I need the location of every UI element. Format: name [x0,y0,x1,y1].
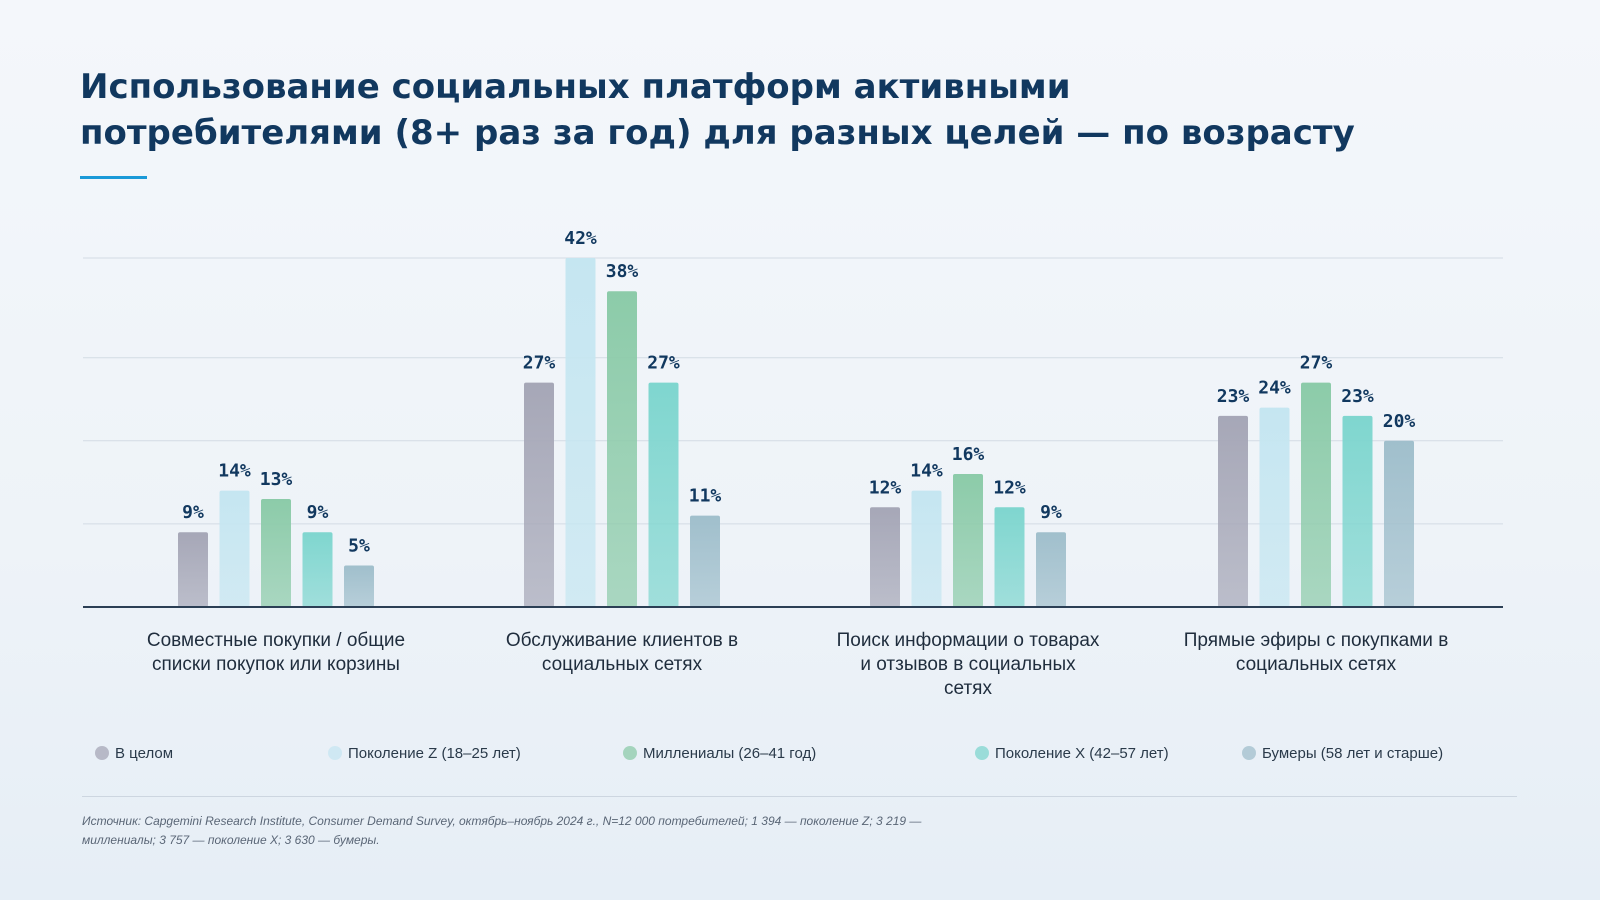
legend-swatch [95,746,109,760]
bar [344,565,374,607]
legend-label: Миллениалы (26–41 год) [643,744,817,762]
category-label-line: Обслуживание клиентов в [506,630,738,651]
legend-item: Поколение Z (18–25 лет) [328,741,521,765]
bar-value-label: 11% [689,486,722,507]
bar-value-label: 38% [606,261,639,282]
bar-value-label: 14% [218,461,251,482]
bar-value-label: 27% [523,353,556,374]
bar-value-label: 9% [1040,502,1062,523]
category-label-line: Совместные покупки / общие [147,630,405,651]
bar [953,474,983,607]
legend-label: Поколение Z (18–25 лет) [348,744,521,762]
bar-value-label: 23% [1341,386,1374,407]
category-label-line: и отзывов в социальных [860,654,1076,675]
bar [178,532,208,607]
category-label-line: социальных сетях [542,654,703,675]
legend-label: Бумеры (58 лет и старше) [1262,744,1444,762]
bar [1301,382,1331,607]
category-label: Совместные покупки / общие списки покупок… [147,630,405,675]
category-label-line: сетях [944,678,992,699]
bar [607,291,637,607]
bar [911,490,942,607]
category-label-line: Поиск информации о товарах [837,630,1100,651]
footer-divider [82,796,1517,797]
bar-value-label: 13% [260,469,293,490]
chart-title: Использование социальных платформ активн… [80,64,1380,156]
bar-value-label: 24% [1258,378,1291,399]
chart-title-line-2: потребителями (8+ раз за год) для разных… [80,113,1355,153]
bar [219,490,250,607]
category-label: Поиск информации о товарах и отзывов в со… [837,630,1100,699]
bar-value-label: 5% [348,535,370,556]
bar [524,382,554,607]
bar [690,515,720,607]
category-label-line: Прямые эфиры с покупками в [1184,630,1449,651]
category-label-line: списки покупок или корзины [152,654,400,675]
legend-swatch [975,746,989,760]
category-label: Прямые эфиры с покупками в социальных сет… [1184,630,1449,675]
bar-value-label: 9% [182,502,204,523]
category-label: Обслуживание клиентов в социальных сетях [506,630,738,675]
bar-value-label: 23% [1217,386,1250,407]
bar [261,498,291,607]
title-underline [80,176,147,179]
bar [1384,440,1414,607]
bar [648,382,679,607]
bar [1036,532,1066,607]
bar [565,258,596,607]
bar-value-label: 42% [564,228,597,249]
bar-chart: 9% 27% 12% 23% 14% 42% 14% 24% 13% 38% 16% 27% 9% 27%… [83,228,1503,699]
bar-value-label: 27% [1300,353,1333,374]
bar-value-label: 16% [952,444,985,465]
category-label-line: социальных сетях [1236,654,1397,675]
bar-value-label: 20% [1383,411,1416,432]
legend-swatch [623,746,637,760]
legend-swatch [328,746,342,760]
legend-label: В целом [115,744,174,762]
bar [994,507,1025,607]
bar [302,532,333,607]
bar [870,507,900,607]
source-note: Источник: Capgemini Research Institute, … [82,814,922,847]
bar [1259,407,1290,607]
bar [1342,415,1373,607]
bar-value-label: 12% [993,477,1026,498]
bar-value-label: 14% [910,461,943,482]
legend-label: Поколение X (42–57 лет) [995,744,1169,762]
chart-title-line-1: Использование социальных платформ активн… [80,67,1071,107]
legend-item: Бумеры (58 лет и старше) [1242,741,1443,765]
bar [1218,415,1248,607]
legend-item: Миллениалы (26–41 год) [623,741,816,765]
legend-item: В целом [95,741,173,765]
legend-swatch [1242,746,1256,760]
bar-value-label: 9% [307,502,329,523]
bar-value-label: 12% [869,477,902,498]
legend-item: Поколение X (42–57 лет) [975,741,1169,765]
bar-value-label: 27% [647,353,680,374]
chart-legend: В целом Поколение Z (18–25 лет) Миллениалы… [0,741,1600,765]
